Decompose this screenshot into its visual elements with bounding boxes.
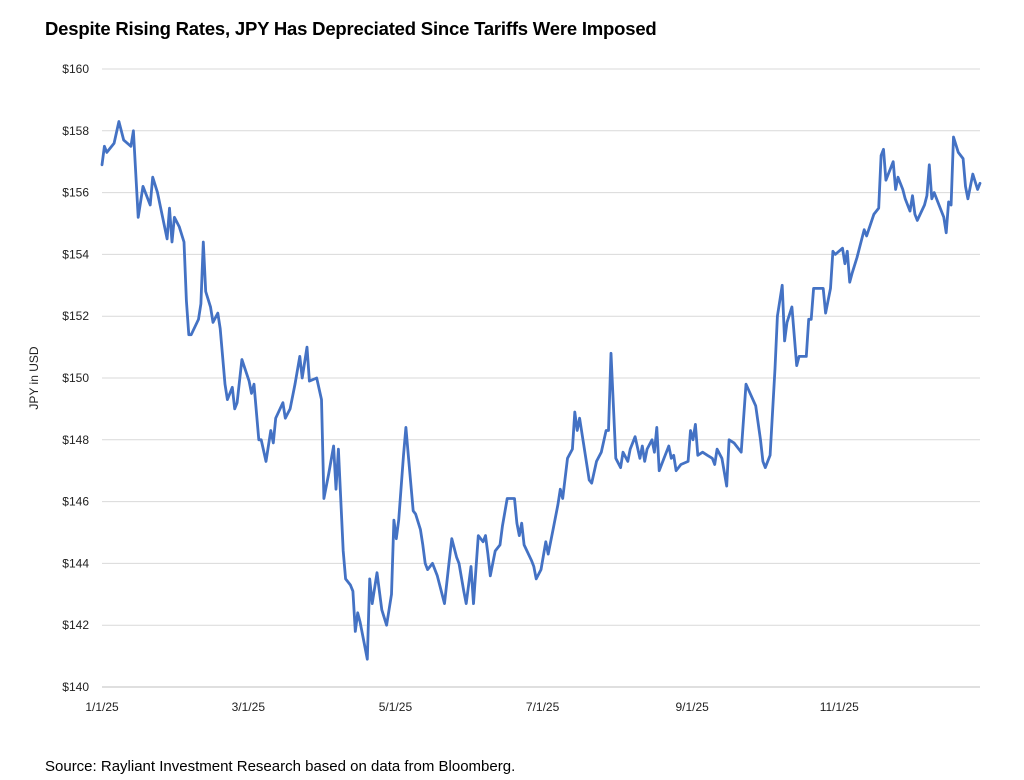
y-tick-label: $156 — [62, 186, 89, 200]
y-tick-label: $144 — [62, 556, 89, 570]
y-tick-label: $154 — [62, 247, 89, 261]
x-tick-label: 1/1/25 — [85, 700, 119, 714]
series-group — [100, 120, 982, 661]
y-axis-ticks: $140 $142 $144 $146 $148 $150 $152 $154 $156 $158… — [62, 62, 89, 694]
y-tick-label: $148 — [62, 433, 89, 447]
series-line-usd-jpy — [100, 120, 982, 661]
y-tick-label: $160 — [62, 62, 89, 76]
y-axis-title: JPY in USD — [27, 346, 41, 409]
x-tick-label: 5/1/25 — [379, 700, 413, 714]
y-tick-label: $158 — [62, 124, 89, 138]
x-tick-label: 7/1/25 — [526, 700, 560, 714]
gridlines — [102, 68, 980, 626]
source-note: Source: Rayliant Investment Research bas… — [45, 758, 516, 775]
y-tick-label: $146 — [62, 495, 89, 509]
x-tick-label: 11/1/25 — [820, 700, 859, 714]
x-tick-label: 9/1/25 — [675, 700, 709, 714]
y-tick-label: $140 — [62, 680, 89, 694]
y-tick-label: $150 — [62, 371, 89, 385]
y-tick-label: $152 — [62, 309, 89, 323]
x-axis-ticks: 1/1/25 3/1/25 5/1/25 7/1/25 9/1/25 11/1/25 — [85, 700, 859, 714]
chart-title: Despite Rising Rates, JPY Has Depreciate… — [45, 18, 657, 39]
x-tick-label: 3/1/25 — [232, 700, 266, 714]
y-tick-label: $142 — [62, 618, 89, 632]
